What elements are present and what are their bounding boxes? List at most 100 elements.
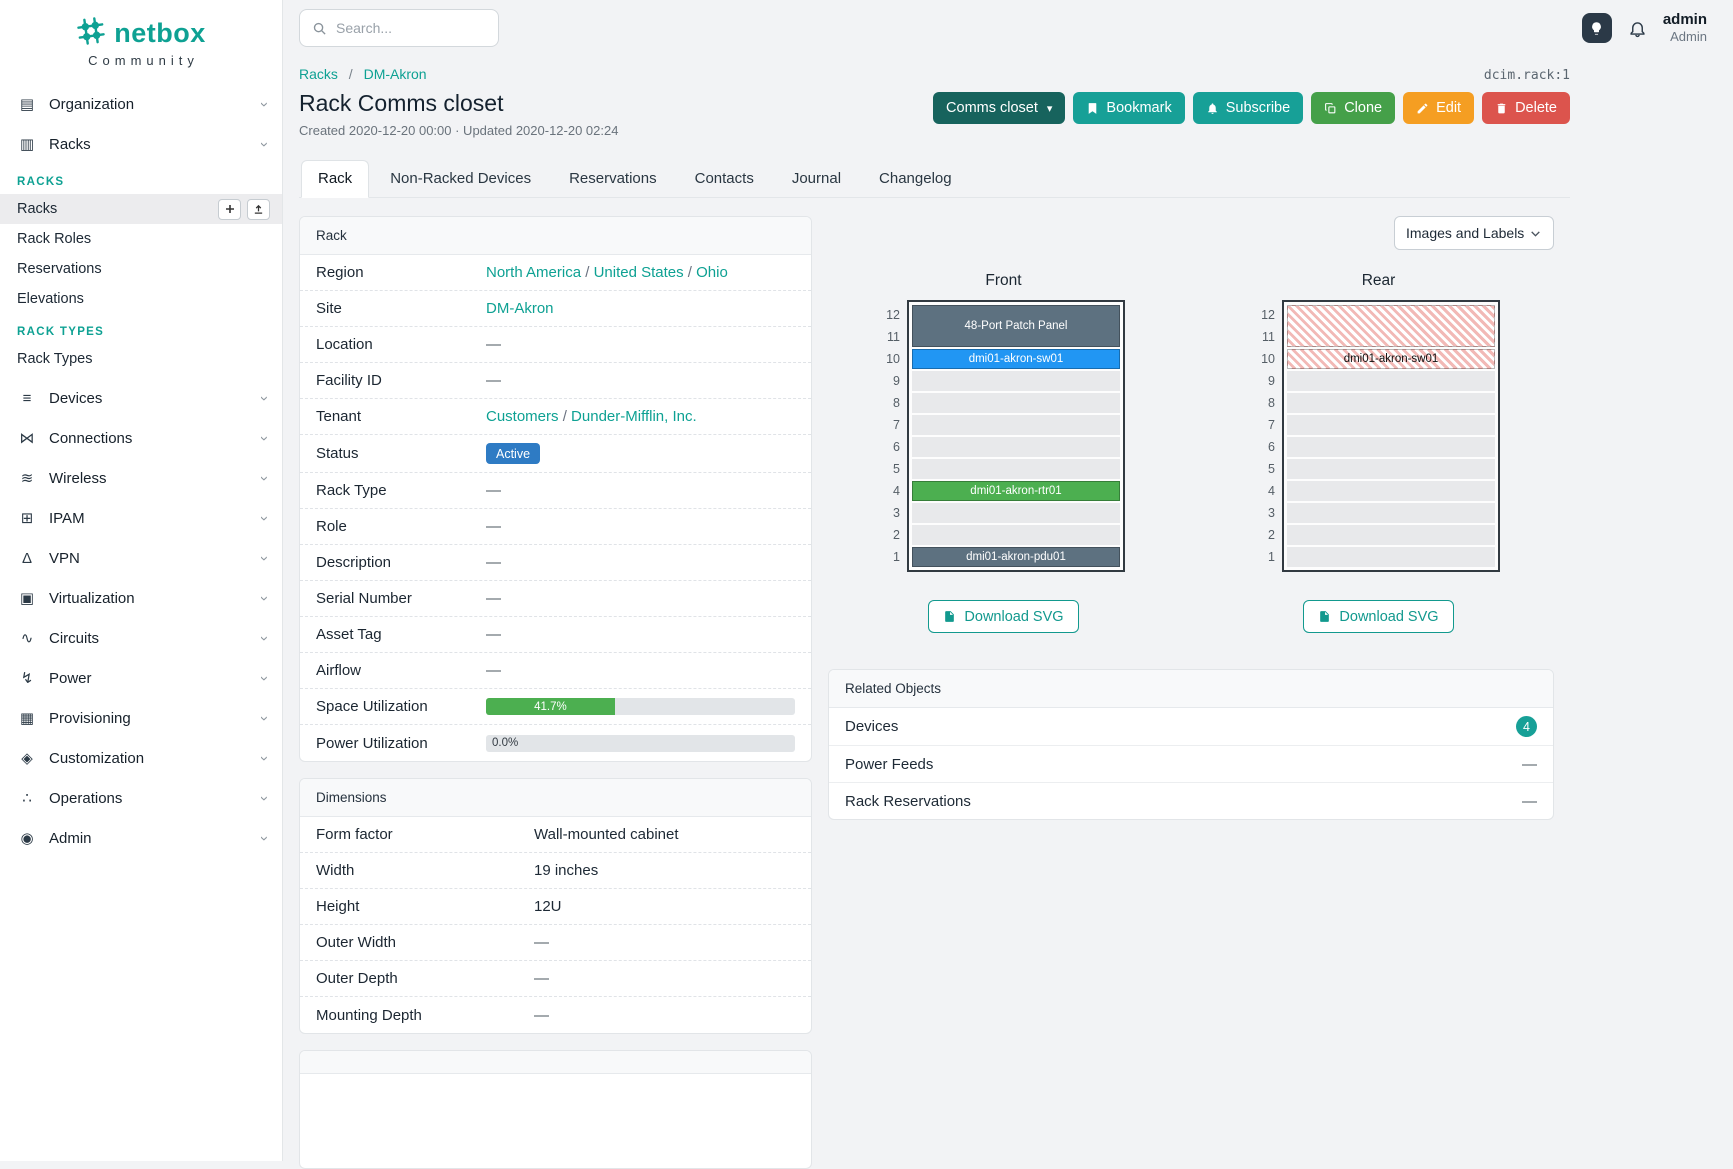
rack-device-dmi01-akron-pdu01[interactable]: dmi01-akron-pdu01: [912, 547, 1120, 567]
rack-device-dmi01-akron-sw01[interactable]: dmi01-akron-sw01: [912, 349, 1120, 369]
page-title: Rack Comms closet: [299, 90, 504, 116]
search-input[interactable]: [336, 20, 486, 36]
sidebar-item-devices[interactable]: ≡ Devices ›: [0, 378, 282, 418]
bookmark-button[interactable]: Bookmark: [1073, 92, 1185, 124]
import-button[interactable]: [247, 198, 270, 220]
sidebar-item-wireless[interactable]: ≋ Wireless ›: [0, 458, 282, 498]
value-link-ohio[interactable]: Ohio: [696, 264, 728, 281]
rack-unit-empty[interactable]: [912, 393, 1120, 413]
detail-row-mounting-depth: Mounting Depth —: [316, 1006, 549, 1024]
sidebar-item-circuits[interactable]: ∿ Circuits ›: [0, 618, 282, 658]
rack-unit-empty[interactable]: [912, 371, 1120, 391]
tab-non-racked-devices[interactable]: Non-Racked Devices: [390, 170, 532, 187]
user-name: admin: [1662, 11, 1707, 29]
rack-unit-empty[interactable]: [1287, 547, 1495, 567]
breadcrumb-link-racks[interactable]: Racks: [299, 66, 338, 82]
theme-toggle-button[interactable]: [1581, 13, 1612, 43]
sidebar-item-organization[interactable]: ▤ Organization ›: [0, 84, 282, 124]
left-column: Rack Region North America / United State…: [299, 216, 812, 1169]
sidebar-item-operations[interactable]: ∴ Operations ›: [0, 778, 282, 818]
sidebar-item-customization[interactable]: ◈ Customization ›: [0, 738, 282, 778]
breadcrumb-link-site[interactable]: DM-Akron: [363, 66, 427, 82]
detail-row-region: Region North America / United States / O…: [300, 255, 811, 291]
related-row-power-feeds[interactable]: Power Feeds —: [829, 745, 1553, 782]
main-content: Racks / DM-Akron dcim.rack:1 Rack Comms …: [283, 56, 1570, 1169]
edit-button[interactable]: Edit: [1403, 92, 1475, 124]
sidebar-item-racks[interactable]: Racks: [0, 194, 282, 224]
sidebar-item-power[interactable]: ↯ Power ›: [0, 658, 282, 698]
tab-changelog[interactable]: Changelog: [879, 170, 952, 187]
sidebar-item-vpn[interactable]: Δ VPN ›: [0, 538, 282, 578]
rack-unit-empty[interactable]: [1287, 459, 1495, 479]
chevron-down-icon: [1529, 227, 1542, 240]
tab-reservations[interactable]: Reservations: [569, 170, 657, 187]
sidebar-item-virtualization[interactable]: ▣ Virtualization ›: [0, 578, 282, 618]
value-link-customers[interactable]: Customers: [486, 408, 559, 425]
subnav-heading-rack-types: RACK TYPES: [17, 326, 105, 338]
rack-unit-empty[interactable]: [1287, 437, 1495, 457]
unit-number: 4: [893, 484, 900, 498]
front-elevation-title: Front: [985, 272, 1022, 289]
detail-row-tenant: Tenant Customers / Dunder-Mifflin, Inc.: [300, 399, 811, 435]
subscribe-button[interactable]: Subscribe: [1192, 92, 1304, 124]
download-svg-front-button[interactable]: Download SVG: [928, 600, 1079, 633]
sidebar-item-rack-roles[interactable]: Rack Roles: [17, 231, 92, 247]
rack-device-dmi01-akron-sw01[interactable]: dmi01-akron-sw01: [1287, 349, 1495, 369]
search-box[interactable]: [299, 9, 499, 47]
value-link-dunder-mifflin-inc[interactable]: Dunder-Mifflin, Inc.: [571, 408, 697, 425]
unit-number: 2: [893, 528, 900, 542]
rack-unit-empty[interactable]: [1287, 415, 1495, 435]
detail-row-airflow: Airflow —: [300, 653, 811, 689]
tab-rack[interactable]: Rack: [301, 160, 370, 198]
notifications-bell-icon[interactable]: [1628, 19, 1647, 38]
rack-unit-empty[interactable]: [1287, 525, 1495, 545]
images-labels-select[interactable]: Images and Labels: [1394, 216, 1554, 250]
chevron-down-icon: ›: [256, 595, 273, 601]
rack-unit-empty[interactable]: [1287, 371, 1495, 391]
sidebar-item-rack-types[interactable]: Rack Types: [17, 351, 93, 367]
admin-icon: ◉: [20, 830, 34, 847]
sidebar-item-ipam[interactable]: ⊞ IPAM ›: [0, 498, 282, 538]
tab-contacts[interactable]: Contacts: [694, 170, 754, 187]
unit-number: 7: [1268, 418, 1275, 432]
pencil-icon: [1416, 102, 1429, 115]
add-button[interactable]: [218, 198, 241, 220]
rack-unit-empty[interactable]: [912, 415, 1120, 435]
rack-unit-empty[interactable]: [912, 525, 1120, 545]
tab-journal[interactable]: Journal: [791, 170, 842, 187]
rack-device-48-port-patch-panel[interactable]: 48-Port Patch Panel: [912, 305, 1120, 347]
sidebar-item-admin[interactable]: ◉ Admin ›: [0, 818, 282, 858]
related-row-devices[interactable]: Devices 4: [829, 708, 1553, 745]
related-row-rack-reservations[interactable]: Rack Reservations —: [829, 782, 1553, 819]
brand[interactable]: netbox Community: [0, 0, 282, 72]
value-link-north-america[interactable]: North America: [486, 264, 582, 281]
trash-icon: [1495, 102, 1508, 115]
detail-row-site: Site DM-Akron: [300, 291, 811, 327]
comms-closet-button[interactable]: Comms closet ▾: [933, 92, 1066, 124]
delete-button[interactable]: Delete: [1482, 92, 1570, 124]
download-svg-rear-button[interactable]: Download SVG: [1303, 600, 1454, 633]
clone-button[interactable]: Clone: [1311, 92, 1396, 124]
rack-unit-empty[interactable]: [1287, 481, 1495, 501]
rack-unit-empty[interactable]: [1287, 393, 1495, 413]
rack-unit-empty[interactable]: [912, 459, 1120, 479]
rack-unit-empty[interactable]: [912, 437, 1120, 457]
rack-device-occupied[interactable]: [1287, 305, 1495, 347]
unit-number: 8: [1268, 396, 1275, 410]
rack-unit-empty[interactable]: [912, 503, 1120, 523]
rack-device-dmi01-akron-rtr01[interactable]: dmi01-akron-rtr01: [912, 481, 1120, 501]
search-icon: [312, 21, 327, 36]
value-link-dm-akron[interactable]: DM-Akron: [486, 300, 554, 317]
user-menu[interactable]: admin Admin: [1663, 11, 1707, 45]
sidebar-item-elevations[interactable]: Elevations: [17, 291, 84, 307]
sidebar-item-provisioning[interactable]: ▦ Provisioning ›: [0, 698, 282, 738]
unit-number: 9: [1268, 374, 1275, 388]
unit-number: 7: [893, 418, 900, 432]
chevron-down-icon: ›: [256, 755, 273, 761]
value-link-united-states[interactable]: United States: [593, 264, 684, 281]
circuits-icon: ∿: [20, 630, 34, 647]
rack-unit-empty[interactable]: [1287, 503, 1495, 523]
sidebar-item-reservations[interactable]: Reservations: [17, 261, 102, 277]
sidebar-item-racks[interactable]: ▥ Racks ›: [0, 124, 282, 164]
sidebar-item-connections[interactable]: ⋈ Connections ›: [0, 418, 282, 458]
